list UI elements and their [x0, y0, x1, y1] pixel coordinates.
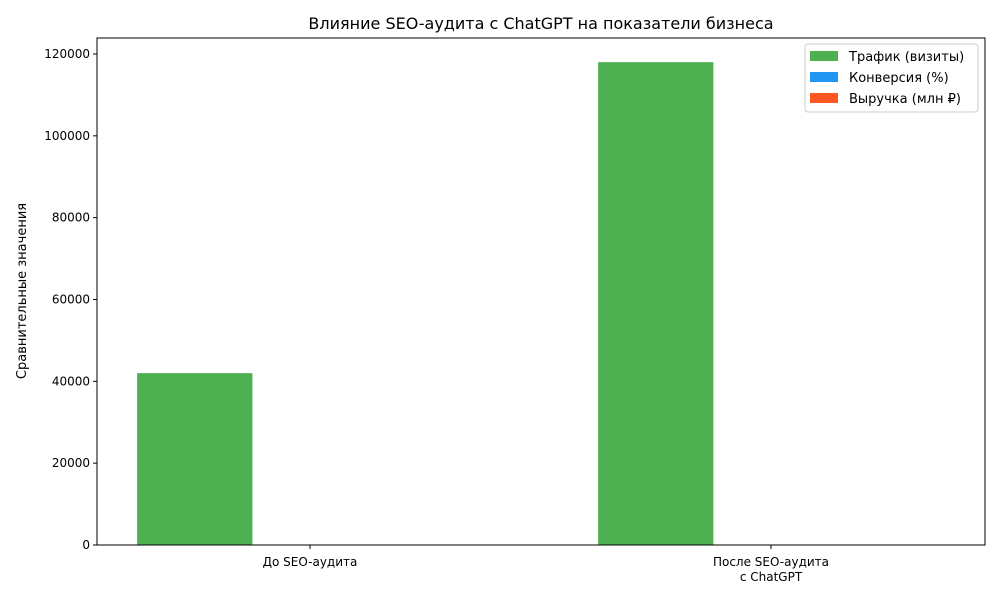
legend-swatch — [810, 93, 838, 103]
y-axis-label: Сравнительные значения — [15, 203, 30, 379]
y-tick-label: 40000 — [52, 374, 90, 388]
legend-label: Конверсия (%) — [849, 71, 949, 86]
y-tick-label: 60000 — [52, 293, 90, 307]
y-tick-label: 20000 — [52, 456, 90, 470]
legend-swatch — [810, 72, 838, 82]
y-tick-label: 100000 — [44, 129, 90, 143]
legend-label: Трафик (визиты) — [848, 50, 964, 65]
x-tick-label: До SEO-аудита — [263, 555, 358, 569]
y-tick-label: 0 — [82, 538, 90, 552]
bar-0-0 — [137, 373, 252, 545]
legend-label: Выручка (млн ₽) — [849, 92, 961, 107]
bar-0-1 — [598, 62, 713, 545]
y-tick-label: 120000 — [44, 47, 90, 61]
legend: Трафик (визиты) Конверсия (%) Выручка (млн… — [805, 44, 978, 112]
y-tick-label: 80000 — [52, 211, 90, 225]
legend-swatch — [810, 51, 838, 61]
chart-title: Влияние SEO-аудита с ChatGPT на показате… — [308, 14, 773, 33]
